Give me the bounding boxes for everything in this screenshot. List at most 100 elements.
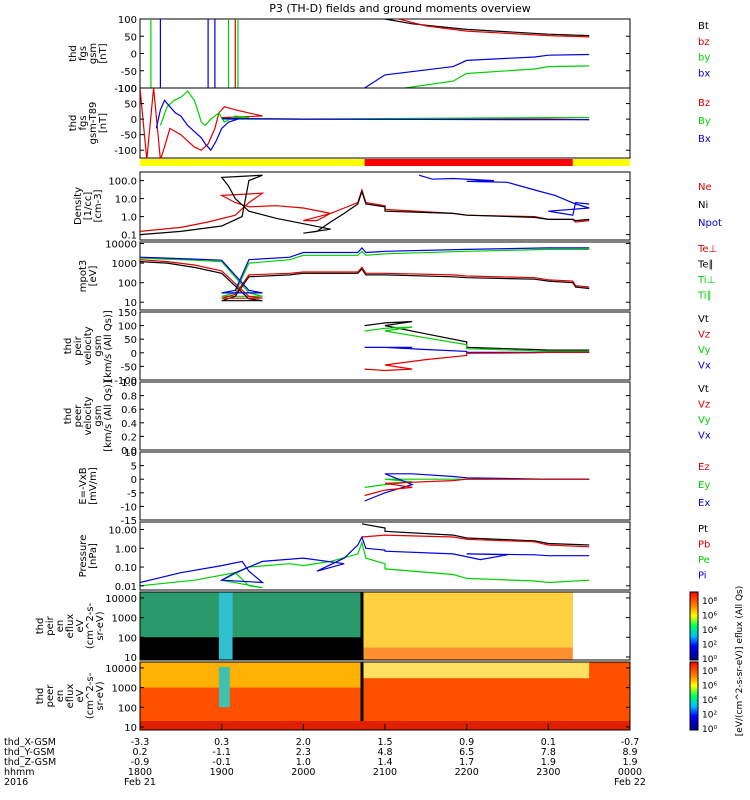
y-axis-label-line: thd	[63, 338, 74, 355]
series-line-Vz	[364, 351, 590, 372]
legend-entry: Pi	[698, 571, 707, 582]
y-tick-label: 0.10	[115, 563, 137, 574]
y-axis-label-line: gsm	[93, 405, 104, 426]
x-tick-label: 1.4	[377, 757, 392, 768]
x-tick-label: 2300	[536, 767, 560, 778]
y-tick-label: 50	[124, 32, 137, 43]
series-line-Vt	[364, 320, 590, 351]
y-tick-label: -50	[121, 131, 137, 142]
y-tick-label: 100	[118, 279, 137, 290]
y-axis-label-line: fgs	[78, 46, 89, 61]
density-series	[140, 174, 590, 236]
y-tick-label: 50	[124, 335, 137, 346]
fgs_dt-ylabel: thd fgs gsm-T89 [nT]	[68, 102, 109, 145]
panel-peir_spec: 10000 1000 100 10 thd peir en eflux eV (cm^2-s-sr…	[35, 591, 631, 664]
series-line-Npot	[418, 174, 590, 216]
x-tick-label: 1.9	[622, 757, 637, 768]
colorbar-group: 10⁸ 10⁶ 10⁴ 10² 10⁰ 10⁸ 10⁶ 10⁴ 10² 10⁰ [eV/(cm^2-…	[689, 586, 745, 736]
spectrogram-low-energy-band	[361, 647, 573, 660]
x-tick-label: 4.8	[377, 747, 392, 758]
density-ylabel: Density [1/cc] [cm-3]	[73, 187, 104, 225]
mode-bar-segment	[572, 159, 630, 166]
colorbar-tick-label: 10⁴	[702, 626, 717, 636]
colorbar-tick-label: 10⁴	[702, 696, 717, 706]
colorbar-tick-label: 10⁰	[702, 655, 717, 665]
y-tick-label: -10	[121, 502, 137, 513]
y-axis-label-line: thd	[68, 115, 79, 132]
y-axis-label-line: fgs	[78, 115, 89, 130]
pressure-frame	[139, 521, 631, 591]
y-axis-label-line: eflux	[65, 614, 76, 639]
x-tick-label: 1.5	[377, 737, 392, 748]
peer_velocity-ylabel: thd peer velocity gsm [km/s (All Qs)]	[63, 380, 114, 452]
y-tick-label: 0.6	[121, 405, 137, 416]
y-tick-label: 10.0	[115, 195, 137, 206]
y-tick-label: 100	[118, 84, 137, 95]
legend-entry: Te⊥	[697, 244, 717, 255]
x-tick-label: 2.0	[296, 737, 311, 748]
legend-entry: Ez	[698, 462, 710, 473]
efield-frame	[139, 451, 631, 521]
figure-title: P3 (TH-D) fields and ground moments over…	[269, 2, 531, 15]
legend-entry: Pe	[698, 555, 710, 566]
x-tick-label: 2200	[455, 767, 479, 778]
y-tick-label: 10	[124, 653, 137, 664]
x-tick-label: 2.3	[296, 747, 311, 758]
series-line-Te∥	[140, 261, 590, 302]
x-tick-label: 1.9	[541, 757, 556, 768]
y-axis-label-line: (cm^2-s-	[85, 672, 96, 719]
colorbar-tick-label: 10⁸	[702, 667, 717, 677]
temperature-series	[140, 246, 590, 302]
y-axis-label-line: [nT]	[98, 43, 109, 63]
y-axis-label-line: [km/s (All Qs)]	[103, 380, 114, 452]
colorbar-tick-label: 10²	[702, 711, 717, 721]
x-tick-label: 1800	[128, 767, 152, 778]
panel-fgs_dt: 100 50 0 -50 -100 thd fgs gsm-T89 [nT] Bz By Bx	[68, 84, 711, 166]
fgs-frame	[139, 18, 631, 89]
x-tick-label: 2000	[291, 767, 315, 778]
peir_velocity-ylabel: thd peir velocity gsm [km/s (All Qs)]	[63, 310, 114, 382]
x-tick-label: 1.0	[296, 757, 311, 768]
legend-entry: Pb	[698, 540, 710, 551]
series-line-bx	[364, 53, 590, 88]
y-tick-label: 1.0	[121, 378, 137, 389]
y-tick-label: 10.00	[108, 525, 137, 536]
series-line-Ni	[140, 174, 590, 236]
series-line-Ex	[364, 473, 590, 502]
y-axis-label-line: (cm^2-s-	[85, 602, 96, 649]
y-tick-label: 1.0	[121, 213, 137, 224]
y-axis-label-line: [km/s (All Qs)]	[103, 310, 114, 382]
y-tick-label: 10	[124, 723, 137, 734]
legend-entry: Vy	[698, 415, 711, 426]
temperature-frame	[139, 241, 631, 311]
x-tick-label: 1900	[210, 767, 234, 778]
y-tick-label: 0.1	[121, 231, 137, 242]
spectrogram-upper-band-right	[361, 662, 590, 679]
legend-entry: Ni	[698, 200, 708, 211]
x-tick-label: Feb 22	[614, 777, 646, 788]
legend-entry: Ex	[698, 498, 710, 509]
series-line-Ez	[364, 478, 590, 497]
x-tick-label: 0.1	[541, 737, 556, 748]
spectrogram-gap	[360, 662, 364, 730]
y-tick-label: 0	[131, 50, 137, 61]
y-tick-label: 150	[118, 308, 137, 319]
time-axis-labels: thd_X-GSM -3.3 0.3 2.0 1.5 0.9 0.1 -0.7 thd_Y-GS…	[4, 724, 646, 788]
colorbar-1	[689, 591, 699, 661]
legend-entry: Te∥	[697, 260, 714, 271]
y-tick-label: -5	[127, 489, 137, 500]
series-line-Te⊥	[140, 259, 590, 299]
peir_spec-frame	[139, 591, 631, 661]
legend-entry: Vt	[698, 384, 709, 395]
x-row-label: thd_Z-GSM	[4, 757, 56, 768]
y-tick-label: -100	[114, 84, 137, 95]
y-tick-label: 0.0	[121, 446, 137, 457]
legend-entry: Bz	[698, 98, 710, 109]
colorbar-tick-label: 10⁸	[702, 597, 717, 607]
y-tick-label: 0	[131, 349, 137, 360]
y-axis-label-line: E=-VxB	[78, 467, 89, 504]
